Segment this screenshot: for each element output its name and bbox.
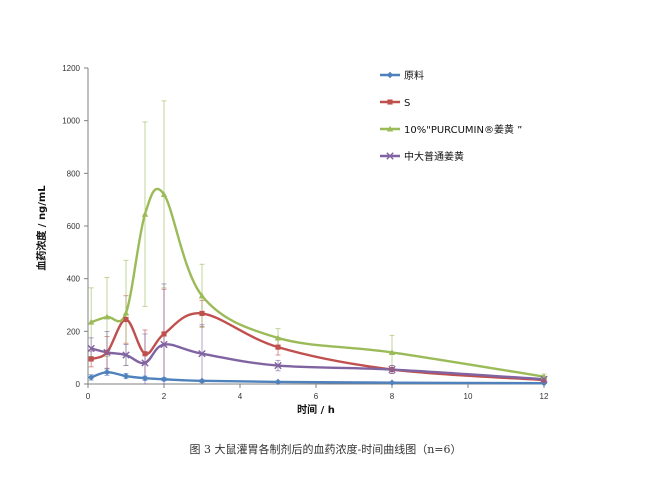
legend-item: 10%"PURCUMIN®姜黄 ” <box>380 123 522 136</box>
data-point <box>122 372 130 380</box>
data-point <box>103 348 111 357</box>
legend-marker <box>387 99 393 105</box>
series-lines <box>90 187 545 385</box>
x-ticks: 0 2 4 6 8 10 12 <box>86 384 549 401</box>
y-tick-label: 600 <box>67 222 81 231</box>
x-tick-label: 2 <box>162 392 167 401</box>
legend-label: 中大普通姜黄 <box>404 150 464 163</box>
data-point <box>122 351 130 359</box>
y-axis-title: 血药浓度 / ng/mL <box>35 185 48 271</box>
x-tick-label: 4 <box>238 392 243 401</box>
y-tick-label: 400 <box>67 275 81 284</box>
data-point <box>274 378 282 386</box>
data-point <box>198 350 206 358</box>
x-tick-label: 6 <box>314 392 319 401</box>
data-point <box>87 344 95 353</box>
legend-marker <box>386 71 394 79</box>
data-point <box>123 316 129 323</box>
data-point <box>122 309 130 316</box>
legend-marker <box>386 125 394 132</box>
legend-label: 10%"PURCUMIN®姜黄 ” <box>404 123 522 136</box>
data-point <box>103 368 111 376</box>
x-tick-label: 8 <box>390 392 395 401</box>
data-point <box>274 361 282 370</box>
series-line-3 <box>90 343 545 381</box>
data-point <box>141 210 149 217</box>
legend-item: S <box>380 98 410 109</box>
y-ticks: 0 200 400 600 800 1000 1200 <box>62 64 88 389</box>
y-tick-label: 0 <box>76 380 81 389</box>
data-point <box>388 349 396 355</box>
data-point <box>141 375 149 382</box>
legend-label: S <box>404 98 410 109</box>
data-point <box>160 191 168 197</box>
legend-label: 原料 <box>404 69 424 82</box>
y-tick-label: 200 <box>67 327 81 336</box>
data-point <box>199 310 205 316</box>
x-axis-title: 时间 / h <box>297 403 335 416</box>
data-point <box>142 351 148 357</box>
x-tick-label: 0 <box>86 392 91 401</box>
data-point <box>198 377 206 385</box>
legend-item: 中大普通姜黄 <box>380 150 464 163</box>
data-point <box>388 379 396 386</box>
figure-caption: 图 3 大鼠灌胃各制剂后的血药浓度-时间曲线图（n=6） <box>189 443 462 456</box>
data-point <box>161 331 167 337</box>
y-tick-label: 1200 <box>62 64 80 73</box>
x-tick-label: 10 <box>464 392 473 401</box>
data-point <box>87 318 95 325</box>
series-markers <box>87 191 548 387</box>
x-tick-label: 12 <box>540 392 549 401</box>
data-point <box>160 376 168 383</box>
y-tick-label: 1000 <box>62 117 80 126</box>
data-point <box>88 356 94 362</box>
data-point <box>141 359 149 367</box>
data-point <box>160 340 168 349</box>
legend-item: 原料 <box>380 69 424 82</box>
data-point <box>275 344 281 350</box>
data-point <box>540 375 548 383</box>
data-point <box>198 292 206 299</box>
data-point <box>103 313 111 320</box>
legend-marker <box>386 152 394 160</box>
legend: 原料 S 10%"PURCUMIN®姜黄 ” 中大普通姜黄 <box>380 69 522 163</box>
data-point <box>87 374 95 381</box>
data-point <box>274 334 282 341</box>
data-point <box>388 365 396 374</box>
y-tick-label: 800 <box>67 169 81 178</box>
